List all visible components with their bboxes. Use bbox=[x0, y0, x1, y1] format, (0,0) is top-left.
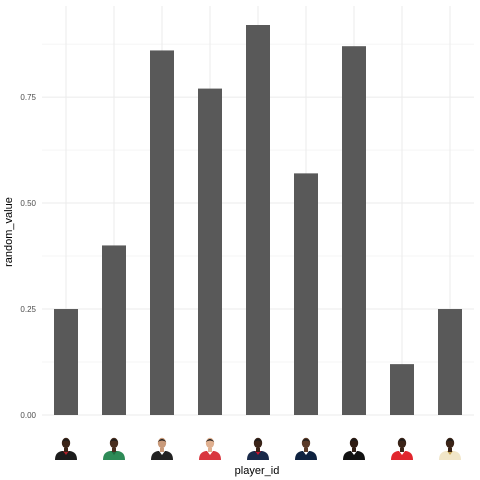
player-headshot-icon bbox=[199, 437, 221, 460]
bar bbox=[438, 309, 462, 415]
bars bbox=[54, 25, 462, 416]
player-headshot-icon bbox=[103, 437, 125, 460]
player-headshot-icon bbox=[55, 437, 77, 460]
player-headshot-icon bbox=[391, 437, 413, 460]
bar bbox=[294, 173, 318, 415]
y-tick-label: 0.75 bbox=[20, 93, 36, 102]
player-headshot-icon bbox=[343, 437, 365, 460]
bar bbox=[150, 50, 174, 415]
player-headshot-icon bbox=[295, 437, 317, 460]
y-tick-label: 0.50 bbox=[20, 199, 36, 208]
bar bbox=[246, 25, 270, 415]
bar bbox=[342, 46, 366, 416]
bar bbox=[390, 364, 414, 415]
y-tick-label: 0.00 bbox=[20, 411, 36, 420]
x-axis-tick-icons bbox=[55, 437, 461, 460]
y-axis-ticks: 0.00 0.25 0.50 0.75 bbox=[20, 93, 36, 420]
player-headshot-icon bbox=[151, 437, 173, 460]
y-axis-title: random_value bbox=[3, 197, 15, 267]
y-tick-label: 0.25 bbox=[20, 305, 36, 314]
x-axis-title: player_id bbox=[235, 465, 280, 477]
bar bbox=[102, 245, 126, 415]
bar bbox=[198, 88, 222, 415]
player-headshot-icon bbox=[247, 437, 269, 460]
player-headshot-icon bbox=[439, 437, 461, 460]
bar bbox=[54, 309, 78, 415]
